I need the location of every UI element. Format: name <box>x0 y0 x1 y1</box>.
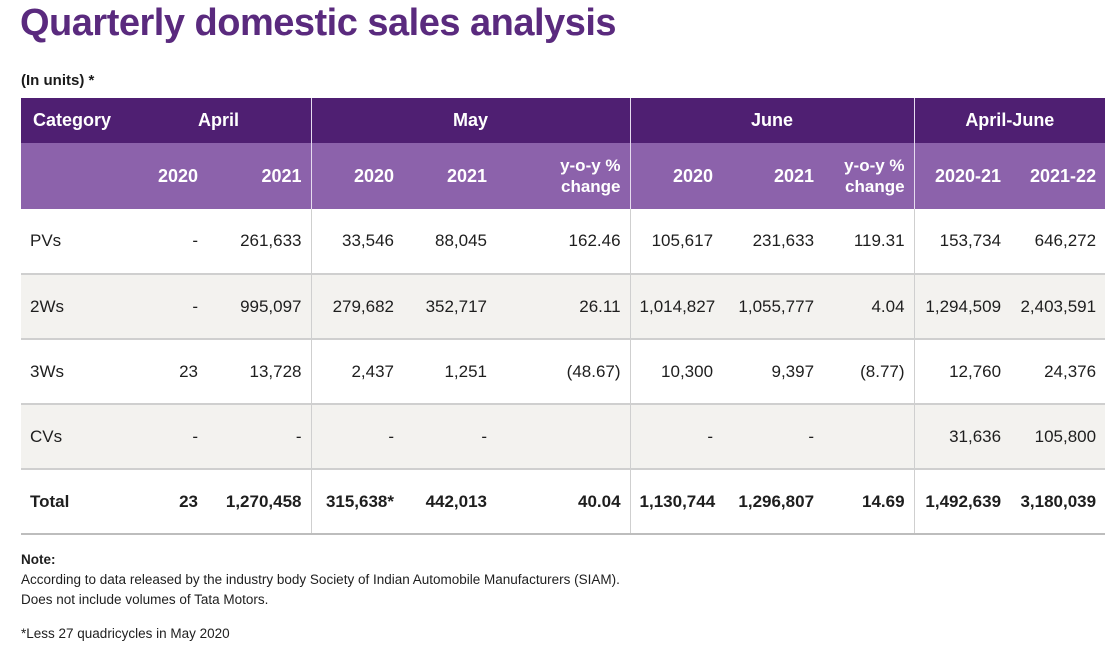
table-cell: 33,546 <box>310 209 404 275</box>
table-cell: 352,717 <box>403 274 497 340</box>
table-cell: 995,097 <box>207 274 312 340</box>
table-row: 3Ws 23 13,728 2,437 1,251 (48.67) 10,300 9,397(… <box>21 339 1106 405</box>
header-june: June <box>629 98 915 143</box>
table-header-groups: Category April May June April-June <box>21 98 1106 143</box>
table-cell: (8.77) <box>823 339 915 405</box>
notes: Note: According to data released by the … <box>21 550 620 610</box>
table-cell: 1,130,744 <box>629 469 723 535</box>
table-cell: 1,014,827 <box>629 274 723 340</box>
table-cell: 88,045 <box>403 209 497 275</box>
note-line-1: According to data released by the indust… <box>21 572 620 587</box>
table-row: 2Ws -995,097 279,682 352,717 26.11 1,014,827 1… <box>21 274 1106 340</box>
header-june-yoy: y-o-y % change <box>823 143 915 209</box>
table-cell: 153,734 <box>913 209 1011 275</box>
table-cell: - <box>722 404 824 470</box>
row-category: PVs <box>21 209 123 275</box>
row-category: 3Ws <box>21 339 123 405</box>
table-cell: 2,437 <box>310 339 404 405</box>
table-cell: 31,636 <box>913 404 1011 470</box>
table-cell: 23 <box>123 339 207 405</box>
table-cell: 12,760 <box>913 339 1011 405</box>
header-april-2020: 2020 <box>123 143 207 209</box>
table-cell: 261,633 <box>207 209 312 275</box>
units-label: (In units) * <box>21 72 95 89</box>
table-cell: 162.46 <box>496 209 631 275</box>
header-may-2021: 2021 <box>403 143 497 209</box>
table-cell <box>823 404 915 470</box>
table-cell: 119.31 <box>823 209 915 275</box>
table-cell: 2,403,591 <box>1010 274 1106 340</box>
header-may-yoy: y-o-y % change <box>496 143 631 209</box>
table-cell: 646,272 <box>1010 209 1106 275</box>
table-cell: 1,270,458 <box>207 469 312 535</box>
footnote: *Less 27 quadricycles in May 2020 <box>21 626 230 641</box>
header-april: April <box>123 98 312 143</box>
table-cell: 4.04 <box>823 274 915 340</box>
table-cell: 1,294,509 <box>913 274 1011 340</box>
table-cell <box>496 404 631 470</box>
table-row: PVs -261,633 33,546 88,045 162.46 105,617 231,… <box>21 209 1106 275</box>
table-cell: 23 <box>123 469 207 535</box>
row-category: 2Ws <box>21 274 123 340</box>
table-cell: - <box>310 404 404 470</box>
table-cell: - <box>123 209 207 275</box>
table-cell: 24,376 <box>1010 339 1106 405</box>
header-june-2020: 2020 <box>629 143 723 209</box>
table-header-years: 2020 2021 2020 2021 y-o-y % change 2020 … <box>21 143 1106 209</box>
header-april-2021: 2021 <box>207 143 312 209</box>
table-body: PVs -261,633 33,546 88,045 162.46 105,617 231,… <box>21 209 1106 535</box>
table-cell: 315,638* <box>310 469 404 535</box>
table-cell: - <box>123 404 207 470</box>
table-cell: 26.11 <box>496 274 631 340</box>
table-cell: 13,728 <box>207 339 312 405</box>
note-title: Note: <box>21 552 56 567</box>
table-cell: 105,800 <box>1010 404 1106 470</box>
table-cell: 442,013 <box>403 469 497 535</box>
header-may-2020: 2020 <box>310 143 404 209</box>
header-april-june: April-June <box>913 98 1106 143</box>
table-cell: 3,180,039 <box>1010 469 1106 535</box>
table-cell: - <box>207 404 312 470</box>
table-cell: 9,397 <box>722 339 824 405</box>
table-cell: - <box>123 274 207 340</box>
header-category: Category <box>21 98 123 143</box>
header-may: May <box>310 98 631 143</box>
table-cell: 1,296,807 <box>722 469 824 535</box>
table-cell: 105,617 <box>629 209 723 275</box>
table-cell: (48.67) <box>496 339 631 405</box>
sales-table: Category April May June April-June 2020 … <box>21 98 1106 535</box>
note-line-2: Does not include volumes of Tata Motors. <box>21 592 269 607</box>
page-title: Quarterly domestic sales analysis <box>20 2 617 44</box>
table-row: Total 23 1,270,458 315,638* 442,013 40.04 1,13… <box>21 469 1106 535</box>
row-category: CVs <box>21 404 123 470</box>
table-row: CVs - - - - - -31,636 105,800 <box>21 404 1106 470</box>
table-cell: 279,682 <box>310 274 404 340</box>
table-cell: 40.04 <box>496 469 631 535</box>
table-cell: 1,251 <box>403 339 497 405</box>
header-aj-2020-21: 2020-21 <box>913 143 1011 209</box>
header-aj-2021-22: 2021-22 <box>1010 143 1106 209</box>
header-blank <box>21 143 123 209</box>
table-cell: 10,300 <box>629 339 723 405</box>
table-cell: 1,492,639 <box>913 469 1011 535</box>
header-june-2021: 2021 <box>722 143 824 209</box>
table-cell: - <box>629 404 723 470</box>
table-cell: - <box>403 404 497 470</box>
table-cell: 14.69 <box>823 469 915 535</box>
row-category: Total <box>21 469 123 535</box>
table-cell: 231,633 <box>722 209 824 275</box>
table-cell: 1,055,777 <box>722 274 824 340</box>
